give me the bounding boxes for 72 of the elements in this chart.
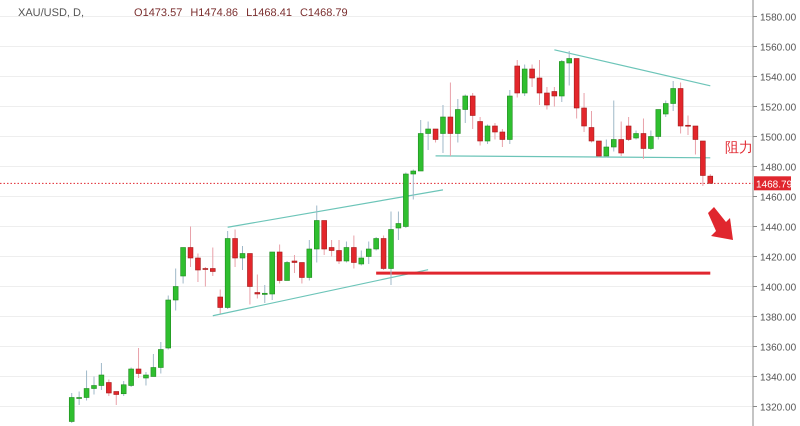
candlestick — [373, 236, 379, 251]
y-tick-label: 1400.00 — [760, 282, 797, 294]
candlestick — [484, 124, 490, 144]
candlestick — [358, 250, 364, 266]
candlestick — [114, 391, 120, 406]
candlestick — [566, 50, 572, 86]
candlestick — [262, 284, 268, 304]
candlestick — [158, 342, 164, 374]
candlestick — [68, 392, 74, 424]
annotation: O1473.57 — [134, 7, 182, 19]
candlestick — [240, 246, 246, 270]
candlestick — [396, 211, 402, 240]
text: 阻力 — [725, 138, 753, 155]
y-tick-label: 1460.00 — [760, 192, 797, 204]
candlestick — [120, 380, 126, 396]
candlestick — [299, 262, 305, 284]
candlestick — [448, 82, 454, 156]
y-tick-label: 1520.00 — [760, 102, 797, 114]
candlestick — [150, 354, 156, 377]
y-tick-label: 1380.00 — [760, 312, 797, 324]
y-tick-label: 1420.00 — [760, 252, 797, 264]
y-tick-label: 1560.00 — [760, 42, 797, 54]
candlestick — [136, 348, 142, 378]
candlestick — [440, 104, 446, 154]
candlestick — [455, 98, 461, 143]
candlestick — [462, 94, 468, 124]
candlestick — [425, 121, 431, 150]
candlestick — [284, 260, 290, 281]
annotation: L1468.41 — [246, 7, 292, 19]
ref-line-label: 1468.79 — [756, 179, 793, 190]
candlestick — [670, 80, 676, 112]
candlestick — [662, 100, 668, 118]
annotation: H1474.86 — [190, 7, 238, 19]
candlestick — [202, 266, 208, 287]
y-tick-label: 1540.00 — [760, 72, 797, 84]
candlestick — [492, 122, 498, 140]
candlestick — [344, 241, 350, 263]
candlestick — [470, 92, 476, 130]
candlestick — [366, 241, 372, 264]
candlestick — [210, 247, 216, 276]
y-tick-label: 1480.00 — [760, 162, 797, 174]
candlestick — [611, 100, 617, 152]
annotation: C1468.79 — [300, 7, 348, 19]
candlestick — [232, 229, 238, 268]
y-tick-label: 1440.00 — [760, 222, 797, 234]
candlestick — [410, 169, 416, 200]
candlestick — [604, 139, 610, 158]
candlestick — [500, 128, 506, 148]
candlestick — [552, 86, 558, 107]
candlestick — [292, 254, 298, 274]
candlestick — [626, 116, 632, 142]
candlestick — [128, 367, 134, 388]
text: XAU/USD, D, — [18, 7, 84, 19]
y-tick-label: 1360.00 — [760, 342, 797, 354]
candlestick — [522, 64, 528, 96]
candlestick — [581, 92, 587, 132]
candlestick — [217, 289, 223, 314]
candlestick — [254, 274, 260, 299]
candlestick — [432, 128, 438, 143]
y-tick-label: 1500.00 — [760, 132, 797, 144]
candlestick — [648, 130, 654, 150]
candlestick — [477, 116, 483, 146]
y-tick-label: 1340.00 — [760, 372, 797, 384]
candlestick — [640, 118, 646, 160]
candlestick — [106, 379, 112, 396]
y-tick-label: 1320.00 — [760, 402, 797, 414]
candlestick — [76, 391, 82, 406]
candlestick — [143, 372, 149, 386]
candlestick — [618, 121, 624, 156]
y-tick-label: 1580.00 — [760, 12, 797, 24]
candlestick — [172, 268, 178, 311]
candlestick — [351, 235, 357, 269]
